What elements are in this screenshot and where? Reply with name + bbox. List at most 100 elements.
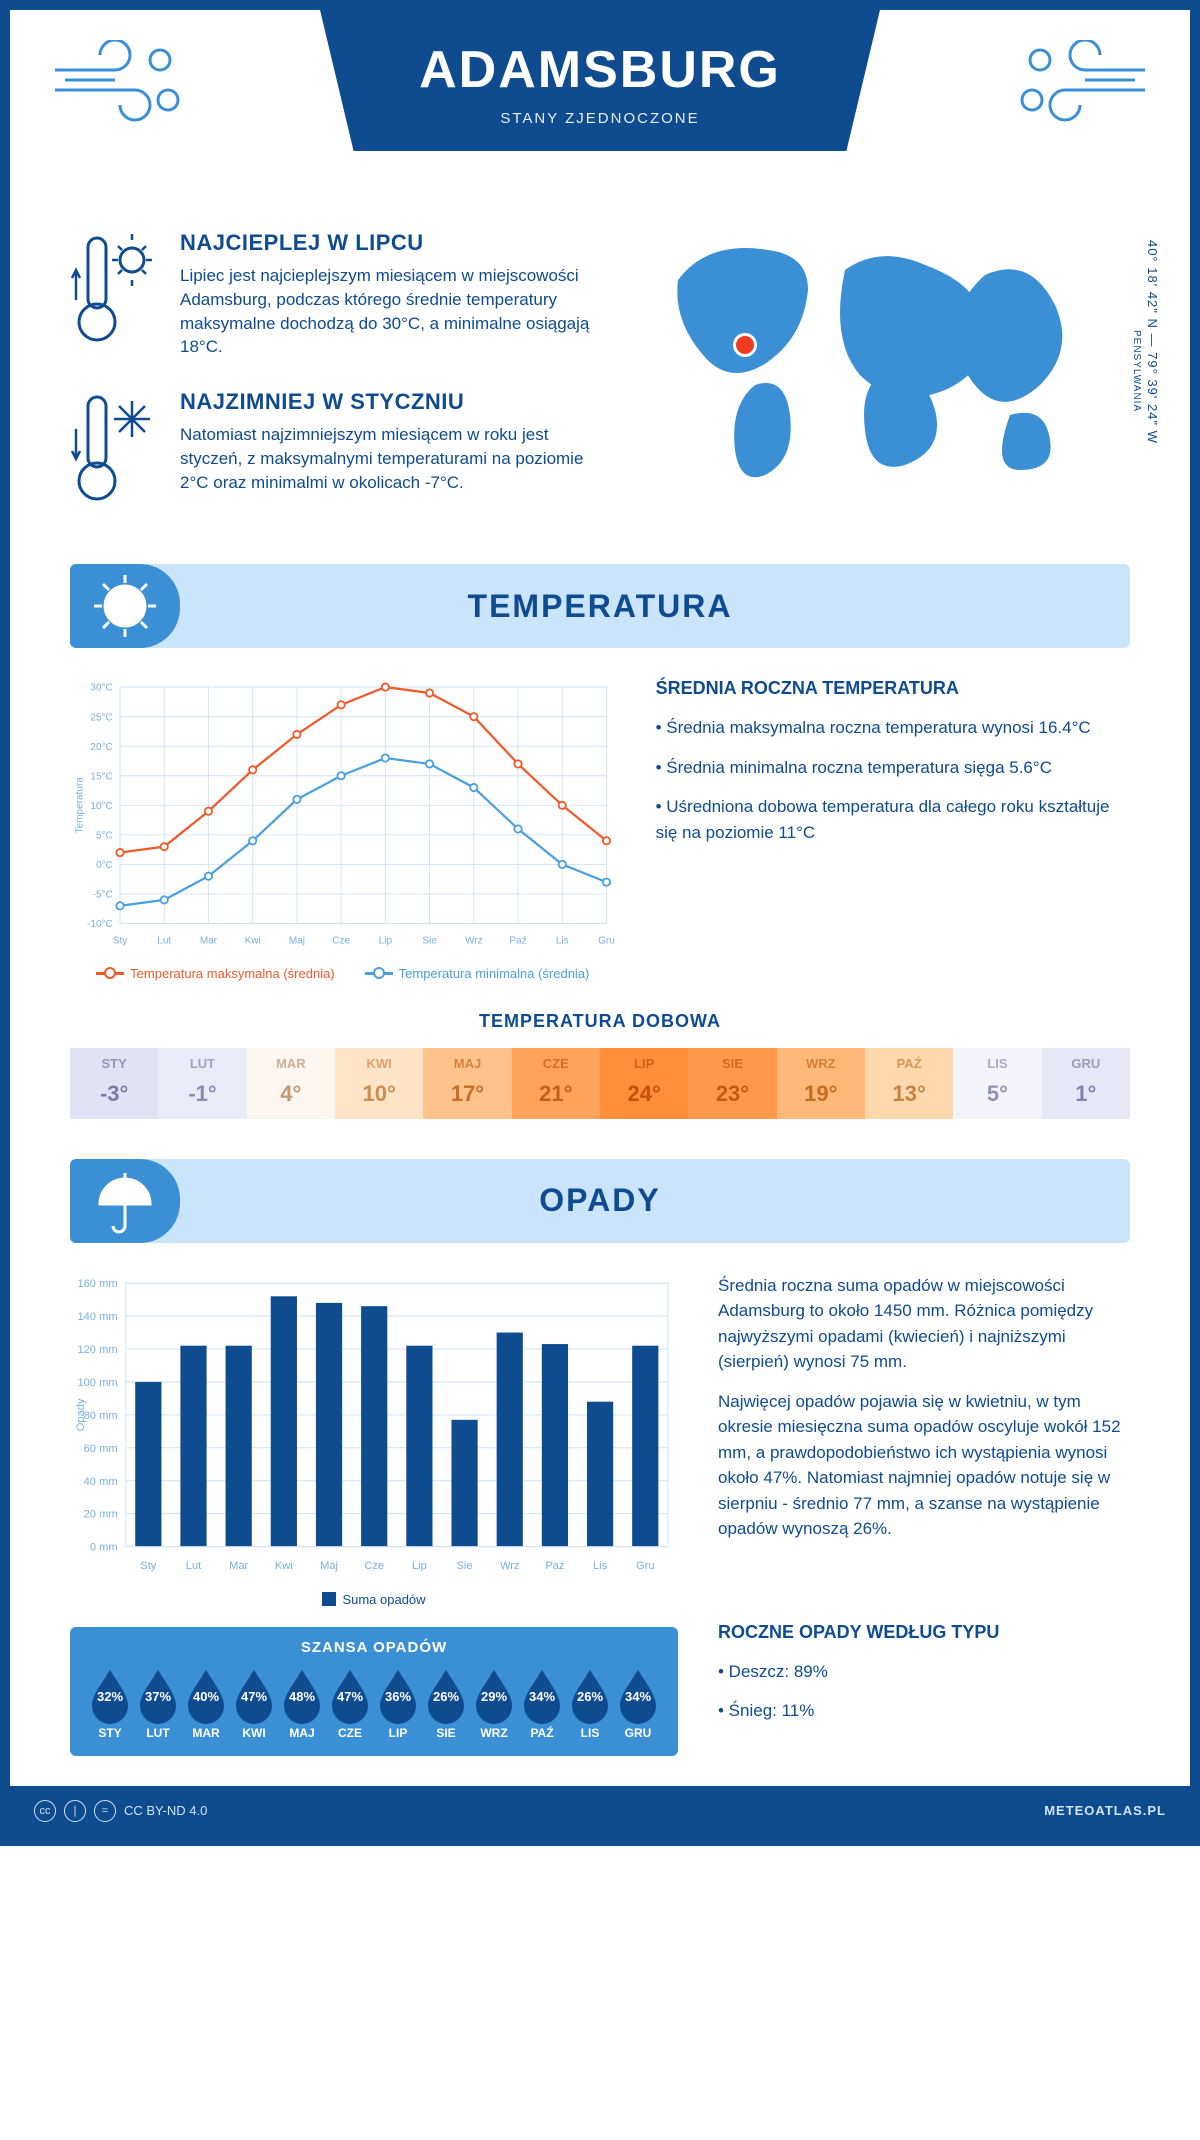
svg-text:120 mm: 120 mm [77,1344,117,1356]
coordinates: 40° 18' 42" N — 79° 39' 24" W [1145,240,1160,444]
svg-text:Kwi: Kwi [275,1560,293,1572]
by-icon: ❘ [64,1800,86,1822]
wind-icon [1010,40,1150,135]
svg-text:Sty: Sty [140,1560,157,1572]
sun-icon [90,571,160,641]
chance-drop: 47% KWI [230,1668,278,1740]
avg-temp-p3: • Uśredniona dobowa temperatura dla całe… [656,794,1130,845]
avg-temp-p2: • Średnia minimalna roczna temperatura s… [656,755,1130,781]
section-header-precip: OPADY [70,1159,1130,1243]
heat-cell: LUT-1° [158,1048,246,1119]
svg-text:Lip: Lip [412,1560,427,1572]
svg-text:Paź: Paź [545,1560,565,1572]
svg-text:Lis: Lis [556,936,569,947]
section-header-temperature: TEMPERATURA [70,564,1130,648]
precip-chance-panel: SZANSA OPADÓW 32% STY 37% LUT 40% MAR 47… [70,1627,678,1756]
cold-title: NAJZIMNIEJ W STYCZNIU [180,389,610,415]
state-label: PENSYLWANIA [1131,330,1142,412]
cold-text: Natomiast najzimniejszym miesiącem w rok… [180,423,610,494]
svg-text:25°C: 25°C [90,712,112,723]
footer: cc ❘ = CC BY-ND 4.0 METEOATLAS.PL [10,1786,1190,1836]
heat-cell: KWI10° [335,1048,423,1119]
svg-text:-5°C: -5°C [93,890,113,901]
svg-text:Sie: Sie [457,1560,473,1572]
world-map-icon [650,230,1090,490]
legend-precip: Suma opadów [342,1592,425,1607]
svg-text:Kwi: Kwi [245,936,261,947]
avg-temp-title: ŚREDNIA ROCZNA TEMPERATURA [656,678,1130,699]
daily-temp-title: TEMPERATURA DOBOWA [70,1011,1130,1032]
svg-text:Lis: Lis [593,1560,608,1572]
thermometer-hot-icon [70,230,160,359]
svg-text:Lut: Lut [186,1560,202,1572]
svg-text:Wrz: Wrz [500,1560,520,1572]
legend-max: Temperatura maksymalna (średnia) [130,966,334,981]
svg-text:10°C: 10°C [90,801,112,812]
hot-text: Lipiec jest najcieplejszym miesiącem w m… [180,264,610,359]
heat-cell: WRZ19° [777,1048,865,1119]
svg-text:Gru: Gru [598,936,615,947]
svg-text:160 mm: 160 mm [77,1278,117,1290]
heat-cell: LIP24° [600,1048,688,1119]
types-title: ROCZNE OPADY WEDŁUG TYPU [718,1622,1130,1643]
svg-text:20 mm: 20 mm [84,1509,118,1521]
svg-text:Sty: Sty [113,936,127,947]
svg-text:100 mm: 100 mm [77,1377,117,1389]
svg-text:Wrz: Wrz [465,936,483,947]
svg-text:0 mm: 0 mm [90,1542,118,1554]
svg-text:Mar: Mar [229,1560,248,1572]
nd-icon: = [94,1800,116,1822]
chance-drop: 37% LUT [134,1668,182,1740]
wind-icon [50,40,190,135]
svg-text:60 mm: 60 mm [84,1443,118,1455]
svg-text:Lut: Lut [157,936,171,947]
types-p1: • Deszcz: 89% [718,1659,1130,1685]
svg-text:-10°C: -10°C [87,919,113,930]
cc-icon: cc [34,1800,56,1822]
svg-text:40 mm: 40 mm [84,1476,118,1488]
svg-text:Maj: Maj [289,936,305,947]
types-p2: • Śnieg: 11% [718,1698,1130,1724]
chance-drop: 48% MAJ [278,1668,326,1740]
chance-drop: 47% CZE [326,1668,374,1740]
heat-cell: STY-3° [70,1048,158,1119]
svg-text:Mar: Mar [200,936,218,947]
heat-cell: MAJ17° [423,1048,511,1119]
chance-drop: 32% STY [86,1668,134,1740]
country-name: STANY ZJEDNOCZONE [320,110,880,127]
heat-cell: GRU1° [1042,1048,1130,1119]
thermometer-cold-icon [70,389,160,514]
heat-cell: MAR4° [247,1048,335,1119]
heat-cell: LIS5° [953,1048,1041,1119]
license-text: CC BY-ND 4.0 [124,1803,207,1818]
svg-text:80 mm: 80 mm [84,1410,118,1422]
svg-text:20°C: 20°C [90,742,112,753]
heat-cell: PAŹ13° [865,1048,953,1119]
svg-text:Maj: Maj [320,1560,338,1572]
title-banner: ADAMSBURG STANY ZJEDNOCZONE [320,10,880,151]
svg-text:Opady: Opady [75,1398,87,1431]
temperature-line-chart: -10°C-5°C0°C5°C10°C15°C20°C25°C30°CStyLu… [70,678,616,951]
svg-text:Sie: Sie [422,936,437,947]
svg-text:140 mm: 140 mm [77,1311,117,1323]
chance-drop: 36% LIP [374,1668,422,1740]
chance-drop: 29% WRZ [470,1668,518,1740]
svg-text:5°C: 5°C [96,831,113,842]
chance-drop: 34% GRU [614,1668,662,1740]
precip-p1: Średnia roczna suma opadów w miejscowośc… [718,1273,1130,1375]
svg-text:Cze: Cze [332,936,350,947]
svg-text:Lip: Lip [379,936,393,947]
avg-temp-p1: • Średnia maksymalna roczna temperatura … [656,715,1130,741]
chance-drop: 40% MAR [182,1668,230,1740]
chance-drop: 26% LIS [566,1668,614,1740]
section-title: OPADY [539,1182,660,1219]
chance-drop: 26% SIE [422,1668,470,1740]
precipitation-bar-chart: 0 mm 20 mm 40 mm 60 mm 80 mm 100 mm 120 mm 140 … [70,1273,678,1577]
heat-cell: SIE23° [688,1048,776,1119]
heat-cell: CZE21° [512,1048,600,1119]
chance-drop: 34% PAŹ [518,1668,566,1740]
site-name: METEOATLAS.PL [1044,1803,1166,1818]
svg-text:Gru: Gru [636,1560,655,1572]
section-title: TEMPERATURA [468,588,733,625]
svg-text:0°C: 0°C [96,860,113,871]
